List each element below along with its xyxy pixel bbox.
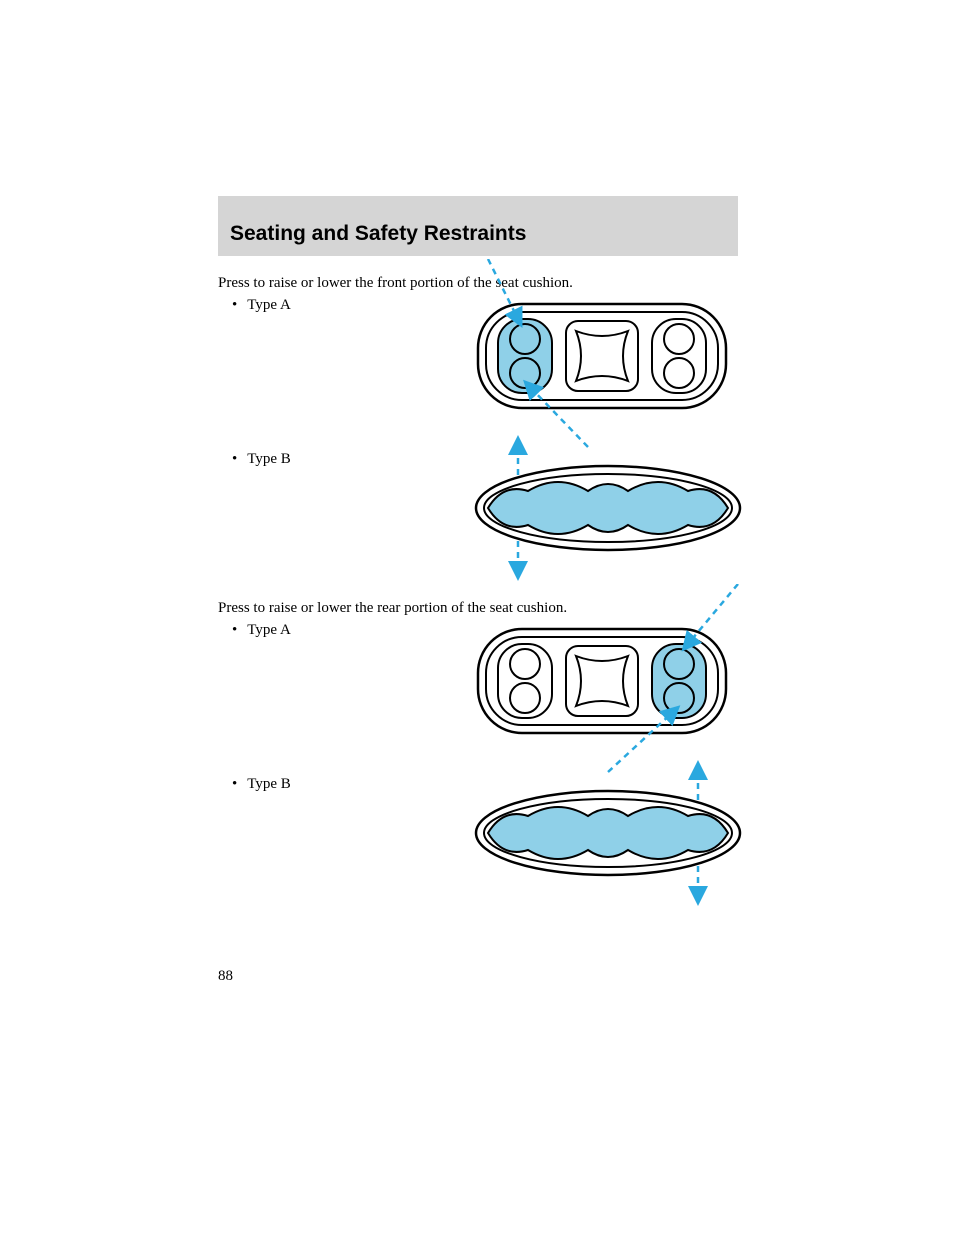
front-type-b-block: Type B	[218, 451, 738, 591]
page-content: Seating and Safety Restraints Press to r…	[218, 196, 738, 916]
diagram-rear-type-b	[458, 758, 758, 908]
diagram-rear-type-a	[458, 584, 758, 774]
front-type-a-block: Type A	[218, 297, 738, 447]
page-number: 88	[218, 968, 233, 985]
rear-type-b-block: Type B	[218, 776, 738, 916]
diagram-front-type-b	[458, 433, 758, 583]
diagram-front-type-a	[458, 259, 758, 449]
section-title: Seating and Safety Restraints	[230, 222, 726, 246]
section-header: Seating and Safety Restraints	[218, 196, 738, 256]
rear-type-a-block: Type A	[218, 622, 738, 772]
